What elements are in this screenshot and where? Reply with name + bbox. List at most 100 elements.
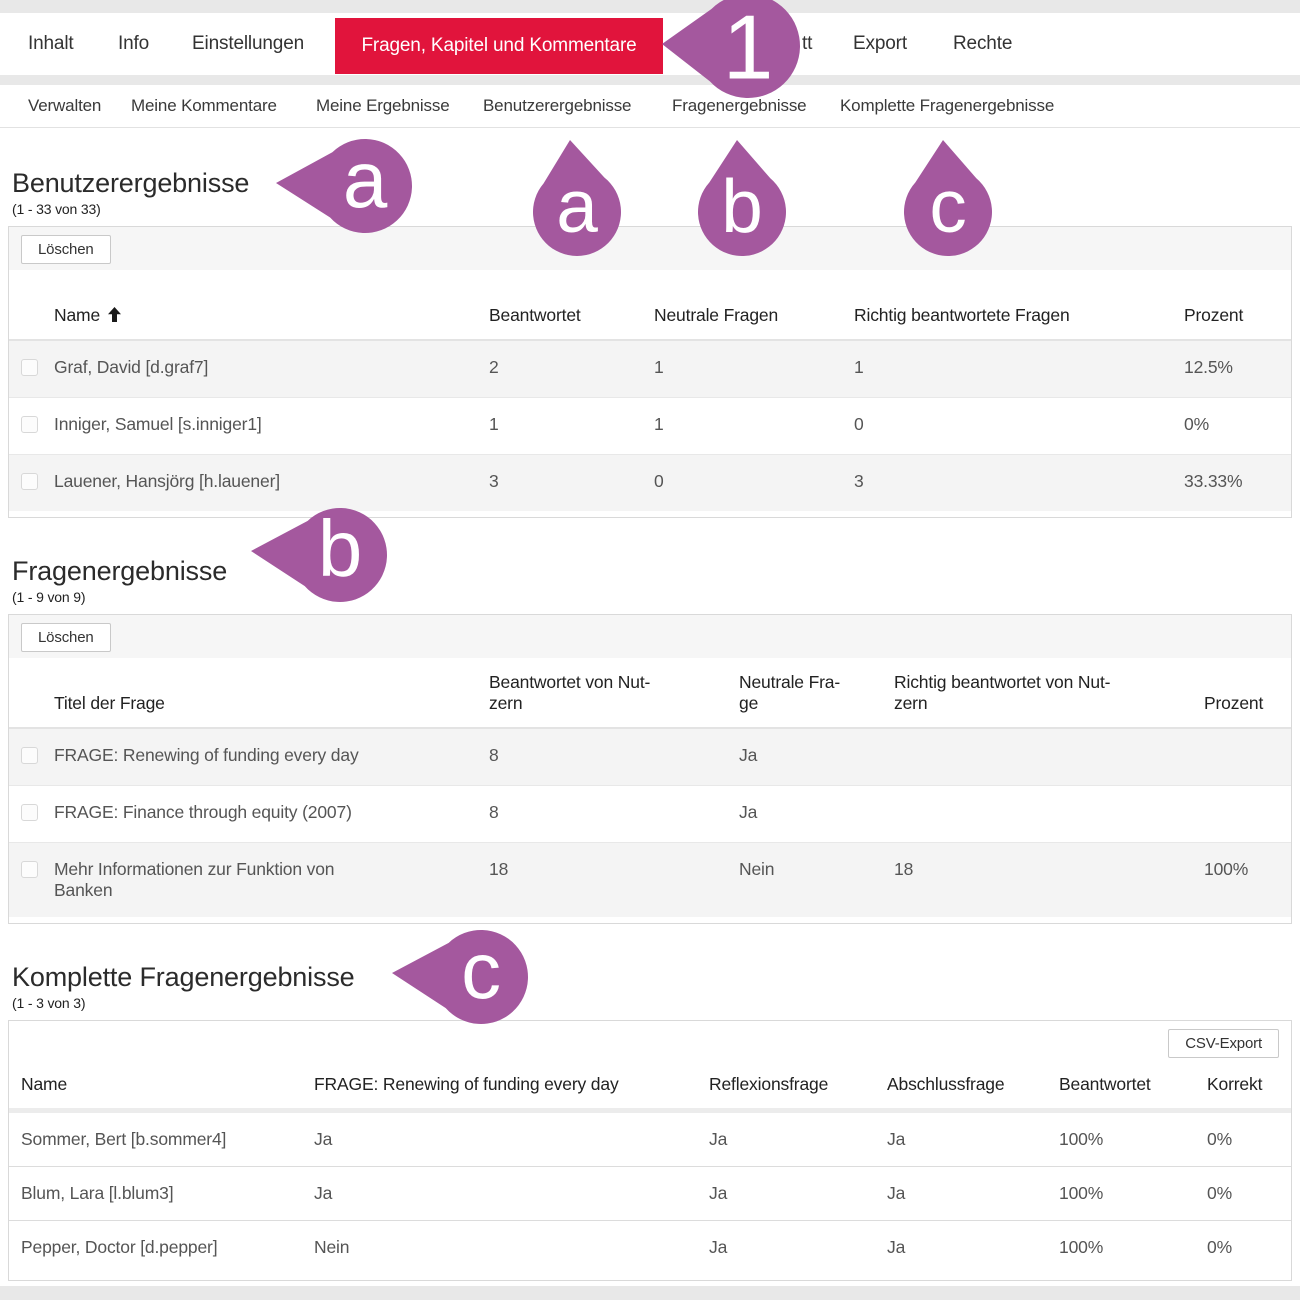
row-checkbox-cell: [9, 786, 54, 843]
row-title-cell: Inniger, Samuel [s.inniger1]: [54, 414, 262, 434]
row-title-cell: Blum, Lara [l.blum3]: [21, 1183, 174, 1203]
table-toolbar: Löschen: [9, 227, 1291, 270]
section-fragenergebnisse: Fragenergebnisse (1 - 9 von 9) Löschen T…: [0, 556, 1300, 924]
column-header-neutrale-fragen[interactable]: Neutrale Fragen: [654, 270, 854, 341]
section-title-benutzerergebnisse: Benutzerergebnisse: [12, 168, 250, 198]
row-value-cell: 2: [489, 357, 499, 377]
row-title-cell: Mehr Informationen zur Funktion von Bank…: [54, 859, 335, 900]
row-value-cell: Nein: [314, 1237, 350, 1257]
sort-ascending-icon: [108, 307, 122, 322]
result-count: (1 - 9 von 9): [12, 589, 86, 605]
row-value-cell: Ja: [887, 1237, 906, 1257]
row-checkbox[interactable]: [21, 747, 38, 764]
column-header-reflexionsfrage: Reflexionsfrage: [709, 1064, 887, 1113]
tab-fragen-kapitel-und-kommentare[interactable]: Fragen, Kapitel und Kommentare: [335, 18, 663, 74]
section-benutzerergebnisse: Benutzerergebnisse (1 - 33 von 33) Lösch…: [0, 168, 1300, 518]
tab-info[interactable]: Info: [118, 33, 150, 54]
section-title-fragenergebnisse: Fragenergebnisse: [12, 556, 228, 586]
row-value-cell: 12.5%: [1184, 357, 1233, 377]
subtab-verwalten[interactable]: Verwalten: [28, 96, 102, 115]
row-value-cell: 8: [489, 802, 499, 822]
delete-button[interactable]: Löschen: [21, 235, 111, 264]
column-header-name[interactable]: Name: [54, 270, 489, 341]
row-value-cell: 18: [894, 859, 914, 879]
row-value-cell: [1204, 728, 1291, 786]
table-panel: Löschen Name Beantwortet Neutrale Fragen…: [8, 226, 1292, 518]
row-value-cell: 1: [654, 357, 664, 377]
row-value-cell: [1204, 786, 1291, 843]
table-row: FRAGE: Renewing of funding every day 8 Ja: [9, 728, 1291, 786]
tab-einstellungen[interactable]: Einstellungen: [192, 33, 305, 54]
row-value-cell: 0: [654, 471, 664, 491]
row-checkbox-cell: [9, 728, 54, 786]
column-header-abschlussfrage: Abschlussfrage: [887, 1064, 1059, 1113]
table-row: Sommer, Bert [b.sommer4] Ja Ja Ja 100% 0%: [9, 1110, 1291, 1167]
row-title-cell: Lauener, Hansjörg [h.lauener]: [54, 471, 280, 491]
column-header-neutrale-frage[interactable]: Neutrale Fra- ge: [739, 658, 894, 729]
row-checkbox[interactable]: [21, 861, 38, 878]
row-checkbox[interactable]: [21, 473, 38, 490]
column-header-richtig-beantwortete-fragen[interactable]: Richtig beantwortete Fragen: [854, 270, 1184, 341]
delete-button[interactable]: Löschen: [21, 623, 111, 652]
row-checkbox[interactable]: [21, 359, 38, 376]
question-results-table: Titel der Frage Beantwortet von Nut- zer…: [9, 658, 1291, 917]
row-value-cell: 0%: [1207, 1183, 1232, 1203]
section-komplette-fragenergebnisse: Komplette Fragenergebnisse (1 - 3 von 3)…: [0, 962, 1300, 1281]
csv-export-button[interactable]: CSV-Export: [1168, 1029, 1279, 1058]
subtab-fragenergebnisse[interactable]: Fragenergebnisse: [672, 96, 807, 115]
table-row: Graf, David [d.graf7] 2 1 1 12.5%: [9, 340, 1291, 398]
column-header-korrekt: Korrekt: [1207, 1064, 1291, 1113]
result-count: (1 - 33 von 33): [12, 201, 101, 217]
row-value-cell: 3: [489, 471, 499, 491]
tab-export[interactable]: Export: [853, 33, 907, 54]
column-header-prozent[interactable]: Prozent: [1184, 270, 1291, 341]
row-value-cell: 100%: [1059, 1237, 1104, 1257]
row-value-cell: 1: [854, 357, 864, 377]
row-value-cell: 3: [854, 471, 864, 491]
column-header-label: Name: [54, 305, 101, 325]
complete-question-results-table: Name FRAGE: Renewing of funding every da…: [9, 1064, 1291, 1274]
row-checkbox-cell: [9, 340, 54, 398]
column-header-prozent[interactable]: Prozent: [1204, 658, 1291, 729]
header-checkbox-spacer: [9, 270, 54, 341]
subtab-meine-kommentare[interactable]: Meine Kommentare: [131, 96, 277, 115]
column-header-beantwortet-von-nutzern[interactable]: Beantwortet von Nut- zern: [489, 658, 739, 729]
table-row: Blum, Lara [l.blum3] Ja Ja Ja 100% 0%: [9, 1166, 1291, 1221]
tab-partially-hidden[interactable]: tt: [802, 33, 813, 54]
column-header-beantwortet[interactable]: Beantwortet: [489, 270, 654, 341]
sub-tab-bar: Verwalten Meine Kommentare Meine Ergebni…: [0, 85, 1300, 128]
nav-divider: [0, 75, 1300, 85]
row-value-cell: 8: [489, 745, 499, 765]
header-checkbox-spacer: [9, 658, 54, 729]
row-value-cell: [894, 786, 1204, 843]
row-checkbox[interactable]: [21, 416, 38, 433]
row-value-cell: Ja: [887, 1183, 906, 1203]
row-value-cell: 33.33%: [1184, 471, 1243, 491]
subtab-benutzerergebnisse[interactable]: Benutzerergebnisse: [483, 96, 632, 115]
row-value-cell: Ja: [709, 1183, 728, 1203]
row-value-cell: [894, 728, 1204, 786]
user-results-table: Name Beantwortet Neutrale Fragen Richtig…: [9, 270, 1291, 511]
row-value-cell: Ja: [314, 1129, 333, 1149]
column-header-titel-der-frage[interactable]: Titel der Frage: [54, 658, 489, 729]
row-value-cell: 0%: [1184, 414, 1209, 434]
row-checkbox-cell: [9, 398, 54, 455]
row-value-cell: 0%: [1207, 1237, 1232, 1257]
row-value-cell: 100%: [1204, 859, 1249, 879]
row-checkbox[interactable]: [21, 804, 38, 821]
tab-inhalt[interactable]: Inhalt: [28, 33, 74, 54]
table-row: Mehr Informationen zur Funktion von Bank…: [9, 842, 1291, 917]
row-title-cell: FRAGE: Finance through equity (2007): [54, 802, 352, 822]
top-strip: [0, 0, 1300, 13]
column-header-frage-renewing: FRAGE: Renewing of funding every day: [314, 1064, 709, 1113]
row-value-cell: 0: [854, 414, 864, 434]
column-header-richtig-beantwortet-von-nutzern[interactable]: Richtig beantwortet von Nut- zern: [894, 658, 1204, 729]
column-header-name: Name: [9, 1064, 314, 1113]
subtab-meine-ergebnisse[interactable]: Meine Ergebnisse: [316, 96, 450, 115]
table-row: Lauener, Hansjörg [h.lauener] 3 0 3 33.33%: [9, 454, 1291, 511]
bottom-strip: [0, 1286, 1300, 1300]
tab-rechte[interactable]: Rechte: [953, 33, 1013, 54]
subtab-komplette-fragenergebnisse[interactable]: Komplette Fragenergebnisse: [840, 96, 1055, 115]
section-title-komplette-fragenergebnisse: Komplette Fragenergebnisse: [12, 962, 355, 992]
table-toolbar: Löschen: [9, 615, 1291, 658]
